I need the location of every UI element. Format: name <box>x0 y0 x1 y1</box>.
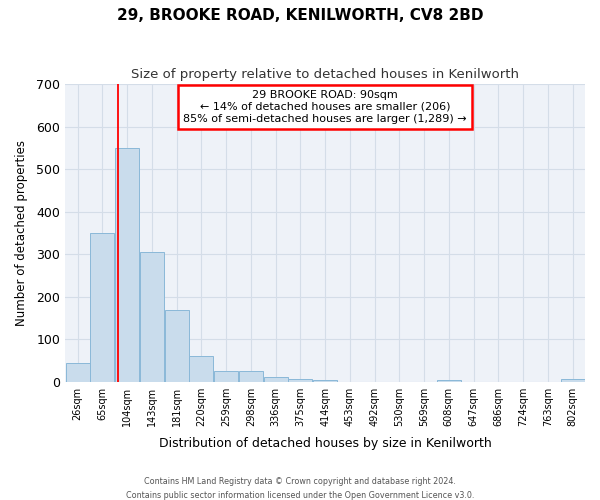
Text: 29 BROOKE ROAD: 90sqm
← 14% of detached houses are smaller (206)
85% of semi-det: 29 BROOKE ROAD: 90sqm ← 14% of detached … <box>183 90 467 124</box>
Bar <box>189 356 214 382</box>
Text: Contains HM Land Registry data © Crown copyright and database right 2024.
Contai: Contains HM Land Registry data © Crown c… <box>126 478 474 500</box>
Bar <box>239 371 263 382</box>
Bar <box>214 371 238 382</box>
Bar <box>263 378 287 382</box>
X-axis label: Distribution of detached houses by size in Kenilworth: Distribution of detached houses by size … <box>159 437 491 450</box>
Bar <box>437 380 461 382</box>
Title: Size of property relative to detached houses in Kenilworth: Size of property relative to detached ho… <box>131 68 519 80</box>
Bar <box>313 380 337 382</box>
Bar <box>164 310 188 382</box>
Bar <box>115 148 139 382</box>
Bar <box>140 252 164 382</box>
Bar <box>65 362 89 382</box>
Y-axis label: Number of detached properties: Number of detached properties <box>15 140 28 326</box>
Text: 29, BROOKE ROAD, KENILWORTH, CV8 2BD: 29, BROOKE ROAD, KENILWORTH, CV8 2BD <box>117 8 483 22</box>
Bar <box>288 378 313 382</box>
Bar <box>560 378 584 382</box>
Bar <box>90 233 115 382</box>
